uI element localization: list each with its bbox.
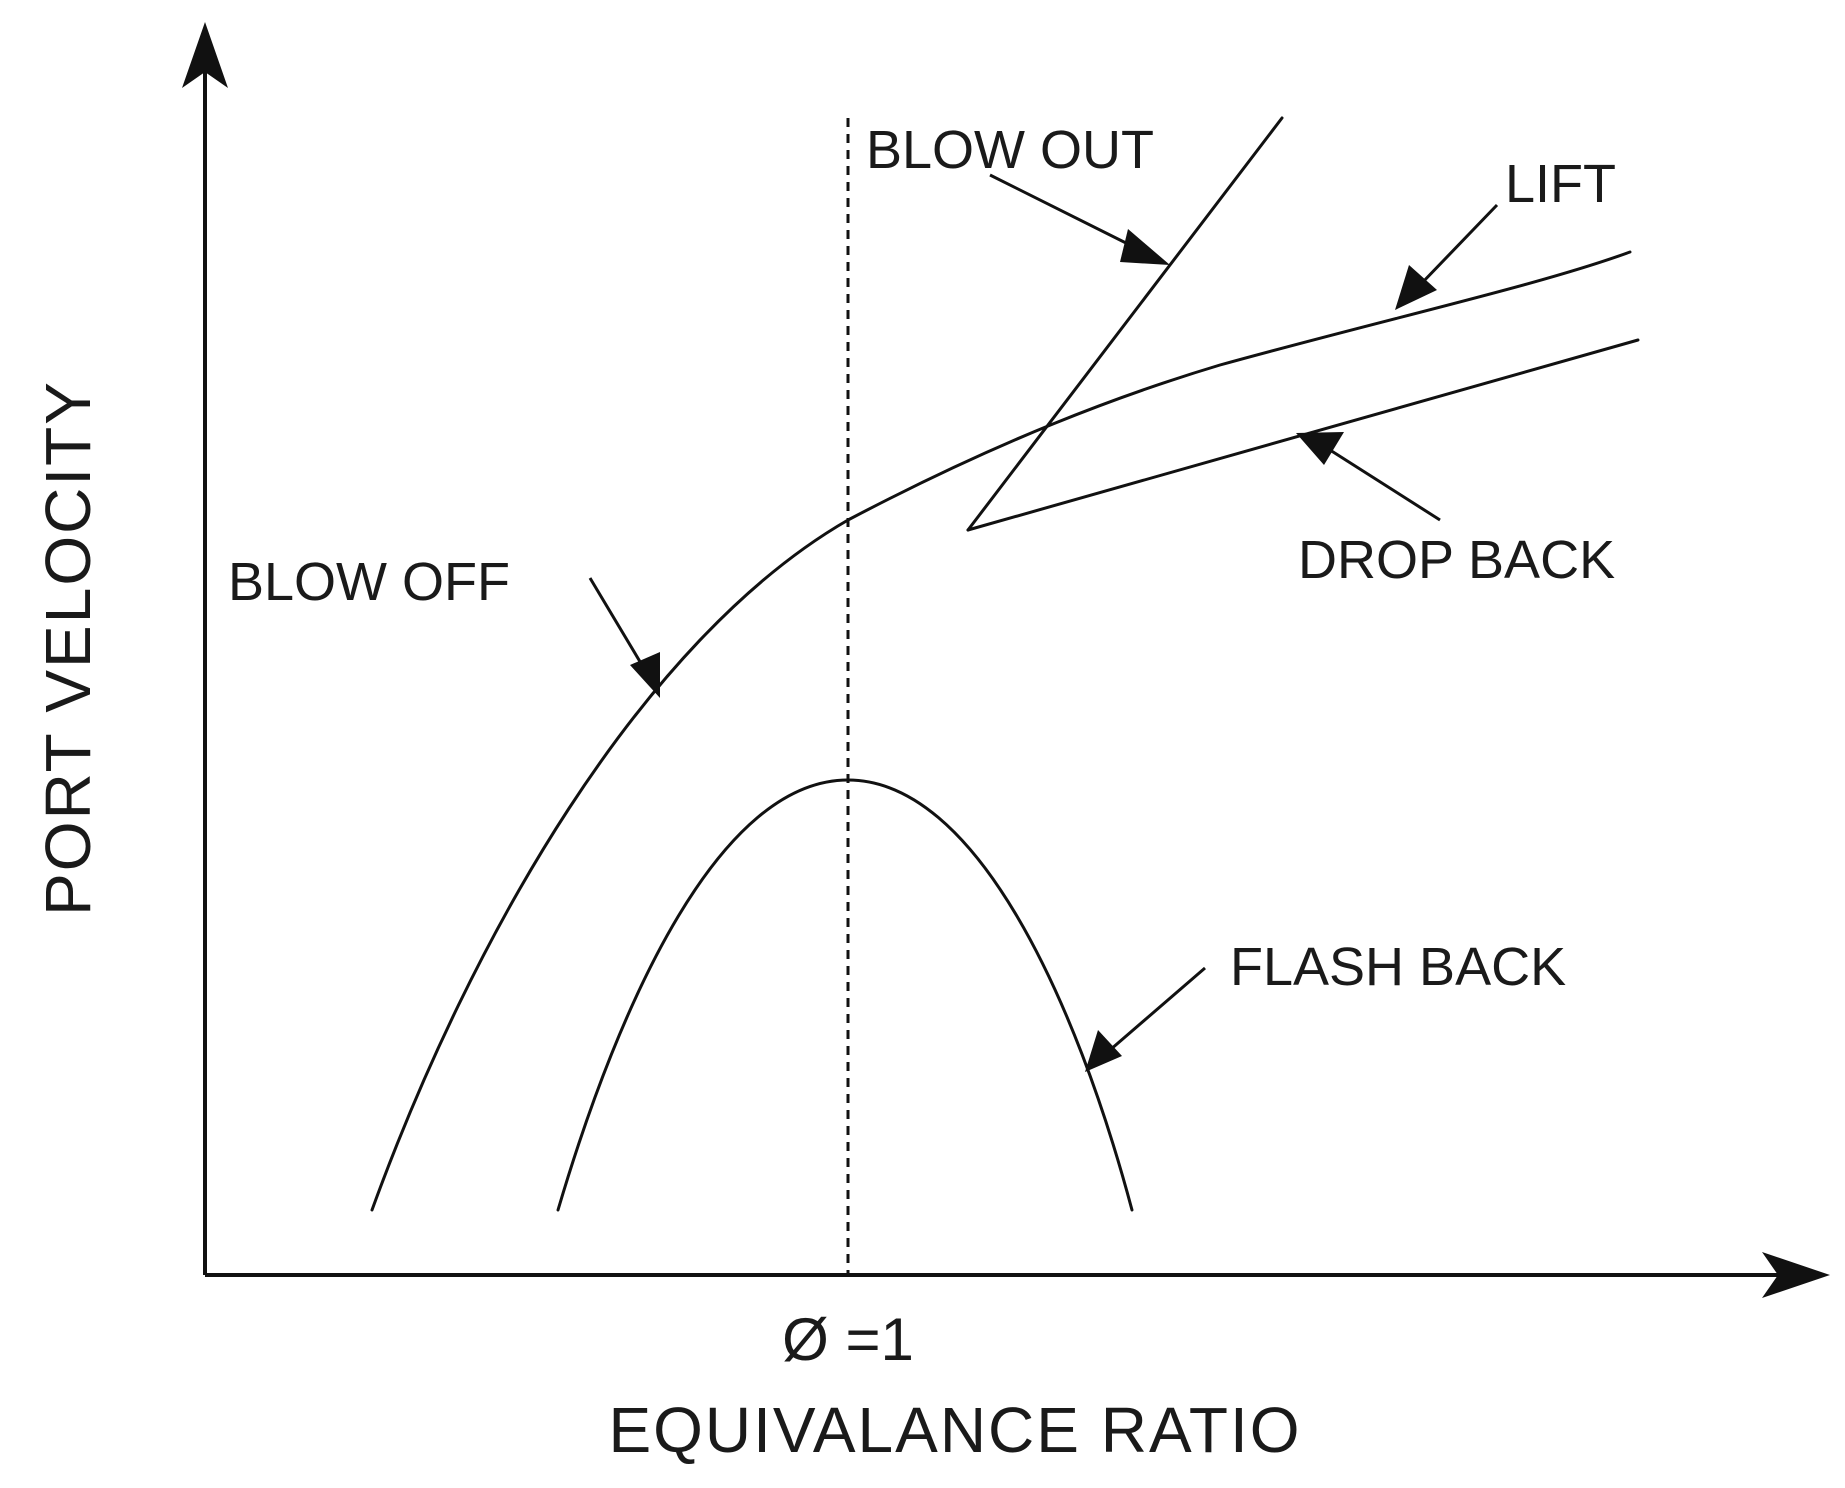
drop-back-label: DROP BACK: [1298, 530, 1615, 590]
lift-label: LIFT: [1505, 154, 1616, 214]
y-axis: [182, 22, 228, 1275]
drop-back-arrow: [1296, 432, 1441, 522]
blow-off-curve: [370, 250, 1632, 1212]
flash-back-arrow: [1085, 966, 1206, 1072]
x-axis-label: EQUIVALANCE RATIO: [608, 1394, 1301, 1466]
x-tick-label: Ø =1: [782, 1306, 914, 1373]
blow-out-arrow: [989, 173, 1170, 265]
blow-out-label: BLOW OUT: [866, 120, 1154, 180]
flash-back-curve: [556, 778, 1134, 1212]
lift-arrow: [1395, 203, 1499, 310]
blow-off-label: BLOW OFF: [228, 552, 510, 612]
x-axis: [205, 1252, 1830, 1298]
blow-off-arrow: [588, 577, 660, 698]
flash-back-label: FLASH BACK: [1230, 937, 1566, 997]
y-axis-label: PORT VELOCITY: [32, 380, 104, 916]
blow-out-line: [966, 116, 1284, 532]
